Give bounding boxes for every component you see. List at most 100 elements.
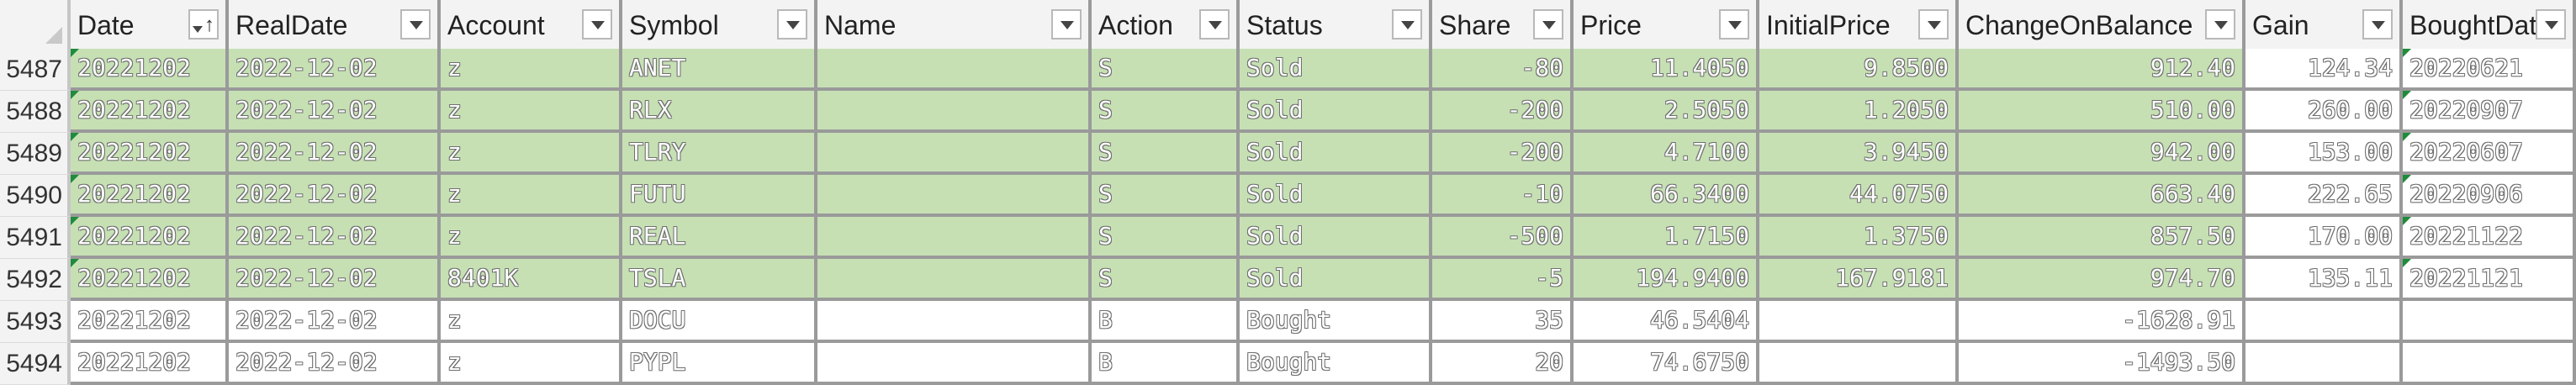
cell-price[interactable]: 4.7100 <box>1574 133 1759 175</box>
cell-status[interactable]: Sold <box>1240 133 1432 175</box>
cell-symbol[interactable]: PYPL <box>622 343 817 385</box>
cell-name[interactable] <box>817 301 1092 343</box>
cell-change[interactable]: -1493.50 <box>1959 343 2245 385</box>
cell-account[interactable]: 8401K <box>441 259 622 301</box>
filter-dropdown-button[interactable] <box>400 9 431 40</box>
cell-initialprice[interactable]: 1.2050 <box>1759 91 1959 133</box>
column-header-date[interactable]: Date ↑ <box>71 0 229 49</box>
cell-boughtdate[interactable]: 20220607 <box>2403 133 2576 175</box>
cell-price[interactable]: 1.7150 <box>1574 217 1759 259</box>
cell-account[interactable]: z <box>441 343 622 385</box>
cell-action[interactable]: B <box>1092 301 1240 343</box>
cell-realdate[interactable]: 2022-12-02 <box>229 343 441 385</box>
cell-gain[interactable] <box>2245 343 2403 385</box>
cell-account[interactable]: z <box>441 217 622 259</box>
cell-initialprice[interactable]: 9.8500 <box>1759 49 1959 91</box>
cell-symbol[interactable]: DOCU <box>622 301 817 343</box>
cell-initialprice[interactable]: 167.9181 <box>1759 259 1959 301</box>
cell-boughtdate[interactable]: 20220906 <box>2403 175 2576 217</box>
cell-boughtdate[interactable]: 20220907 <box>2403 91 2576 133</box>
filter-dropdown-button[interactable]: ↑ <box>188 9 219 40</box>
cell-symbol[interactable]: ANET <box>622 49 817 91</box>
cell-date[interactable]: 20221202 <box>71 259 229 301</box>
filter-dropdown-button[interactable] <box>1199 9 1230 40</box>
filter-dropdown-button[interactable] <box>2362 9 2393 40</box>
cell-action[interactable]: S <box>1092 91 1240 133</box>
cell-name[interactable] <box>817 217 1092 259</box>
cell-action[interactable]: S <box>1092 259 1240 301</box>
cell-share[interactable]: -200 <box>1432 133 1574 175</box>
filter-dropdown-button[interactable] <box>1392 9 1422 40</box>
cell-status[interactable]: Bought <box>1240 343 1432 385</box>
cell-name[interactable] <box>817 91 1092 133</box>
cell-realdate[interactable]: 2022-12-02 <box>229 49 441 91</box>
cell-account[interactable]: z <box>441 301 622 343</box>
cell-price[interactable]: 46.5404 <box>1574 301 1759 343</box>
column-header-initialprice[interactable]: InitialPrice <box>1759 0 1959 49</box>
cell-share[interactable]: 35 <box>1432 301 1574 343</box>
select-all-corner[interactable] <box>0 0 71 49</box>
cell-symbol[interactable]: TLRY <box>622 133 817 175</box>
cell-gain[interactable]: 170.00 <box>2245 217 2403 259</box>
cell-share[interactable]: -80 <box>1432 49 1574 91</box>
column-header-boughtdate[interactable]: BoughtDat <box>2403 0 2576 49</box>
cell-share[interactable]: -500 <box>1432 217 1574 259</box>
cell-action[interactable]: S <box>1092 49 1240 91</box>
cell-gain[interactable]: 260.00 <box>2245 91 2403 133</box>
column-header-account[interactable]: Account <box>441 0 622 49</box>
cell-symbol[interactable]: RLX <box>622 91 817 133</box>
cell-realdate[interactable]: 2022-12-02 <box>229 91 441 133</box>
cell-price[interactable]: 74.6750 <box>1574 343 1759 385</box>
cell-status[interactable]: Sold <box>1240 91 1432 133</box>
cell-symbol[interactable]: TSLA <box>622 259 817 301</box>
cell-realdate[interactable]: 2022-12-02 <box>229 301 441 343</box>
cell-realdate[interactable]: 2022-12-02 <box>229 217 441 259</box>
cell-action[interactable]: S <box>1092 217 1240 259</box>
cell-gain[interactable]: 135.11 <box>2245 259 2403 301</box>
cell-status[interactable]: Bought <box>1240 301 1432 343</box>
cell-date[interactable]: 20221202 <box>71 301 229 343</box>
cell-change[interactable]: 857.50 <box>1959 217 2245 259</box>
cell-status[interactable]: Sold <box>1240 259 1432 301</box>
cell-account[interactable]: z <box>441 91 622 133</box>
cell-share[interactable]: -10 <box>1432 175 1574 217</box>
filter-dropdown-button[interactable] <box>777 9 807 40</box>
cell-account[interactable]: z <box>441 133 622 175</box>
cell-boughtdate[interactable]: 20221121 <box>2403 259 2576 301</box>
row-number[interactable]: 5490 <box>0 175 71 217</box>
cell-symbol[interactable]: REAL <box>622 217 817 259</box>
cell-share[interactable]: -5 <box>1432 259 1574 301</box>
filter-dropdown-button[interactable] <box>1719 9 1749 40</box>
cell-change[interactable]: 510.00 <box>1959 91 2245 133</box>
cell-price[interactable]: 194.9400 <box>1574 259 1759 301</box>
cell-name[interactable] <box>817 49 1092 91</box>
cell-boughtdate[interactable]: 20221122 <box>2403 217 2576 259</box>
column-header-gain[interactable]: Gain <box>2245 0 2403 49</box>
column-header-symbol[interactable]: Symbol <box>622 0 817 49</box>
row-number[interactable]: 5489 <box>0 133 71 175</box>
cell-status[interactable]: Sold <box>1240 175 1432 217</box>
cell-date[interactable]: 20221202 <box>71 343 229 385</box>
column-header-change[interactable]: ChangeOnBalance <box>1959 0 2245 49</box>
cell-name[interactable] <box>817 175 1092 217</box>
cell-initialprice[interactable]: 3.9450 <box>1759 133 1959 175</box>
cell-initialprice[interactable]: 44.0750 <box>1759 175 1959 217</box>
cell-initialprice[interactable]: 1.3750 <box>1759 217 1959 259</box>
filter-dropdown-button[interactable] <box>1533 9 1563 40</box>
column-header-realdate[interactable]: RealDate <box>229 0 441 49</box>
cell-status[interactable]: Sold <box>1240 49 1432 91</box>
cell-name[interactable] <box>817 259 1092 301</box>
cell-change[interactable]: 912.40 <box>1959 49 2245 91</box>
cell-name[interactable] <box>817 133 1092 175</box>
filter-dropdown-button[interactable] <box>1918 9 1949 40</box>
cell-symbol[interactable]: FUTU <box>622 175 817 217</box>
cell-price[interactable]: 66.3400 <box>1574 175 1759 217</box>
cell-gain[interactable] <box>2245 301 2403 343</box>
cell-realdate[interactable]: 2022-12-02 <box>229 259 441 301</box>
cell-date[interactable]: 20221202 <box>71 175 229 217</box>
cell-status[interactable]: Sold <box>1240 217 1432 259</box>
row-number[interactable]: 5493 <box>0 301 71 343</box>
cell-boughtdate[interactable] <box>2403 301 2576 343</box>
cell-change[interactable]: 942.00 <box>1959 133 2245 175</box>
row-number[interactable]: 5487 <box>0 49 71 91</box>
